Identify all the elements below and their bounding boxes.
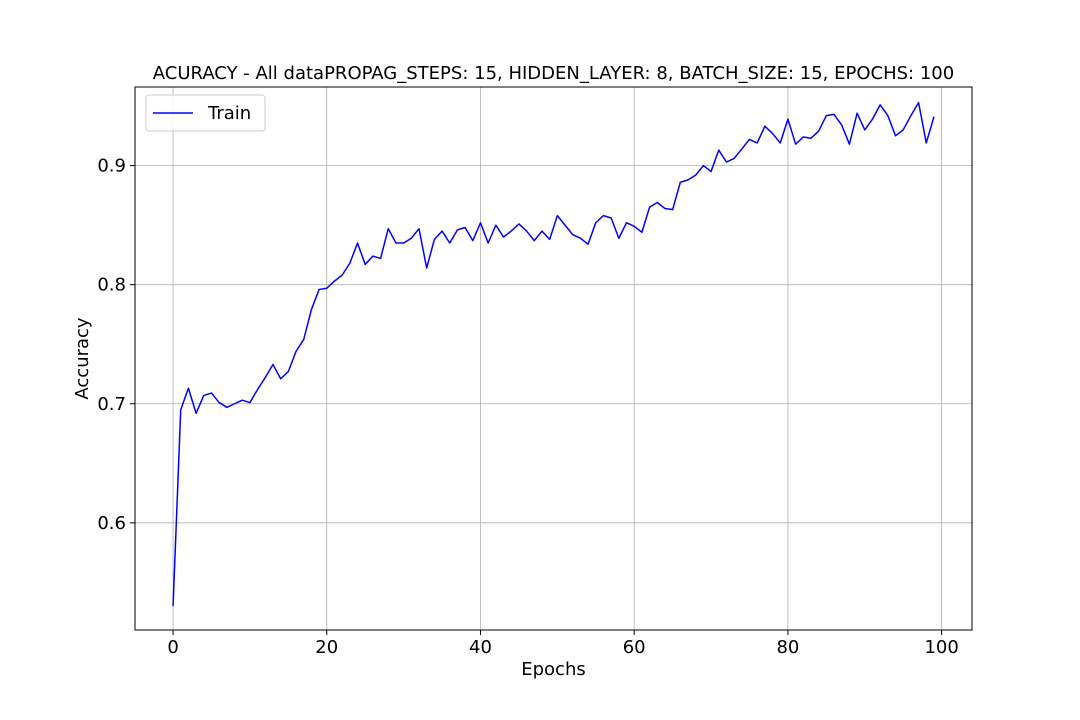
series-line-train	[172, 101, 935, 607]
legend: Train	[145, 94, 266, 132]
x-tick-label: 80	[776, 637, 799, 658]
chart-title: ACURACY - All dataPROPAG_STEPS: 15, HIDD…	[153, 63, 954, 84]
y-tick-label: 0.8	[97, 275, 126, 296]
legend-label: Train	[207, 103, 251, 124]
y-axis-label: Accuracy	[72, 317, 93, 400]
series-group	[172, 101, 935, 607]
ticks: 0 20 40 60 80 100 0.6 0.7 0.8 0.9	[97, 156, 958, 658]
y-tick-label: 0.6	[97, 513, 126, 534]
y-tick-label: 0.9	[97, 156, 126, 177]
legend-box	[145, 94, 266, 132]
x-tick-label: 0	[167, 637, 178, 658]
x-tick-label: 40	[469, 637, 492, 658]
x-tick-label: 20	[315, 637, 338, 658]
grid	[135, 87, 972, 630]
x-tick-label: 60	[623, 637, 646, 658]
y-tick-label: 0.7	[97, 394, 126, 415]
x-tick-label: 100	[924, 637, 958, 658]
x-axis-label: Epochs	[521, 659, 586, 680]
axes-frame	[134, 86, 973, 631]
